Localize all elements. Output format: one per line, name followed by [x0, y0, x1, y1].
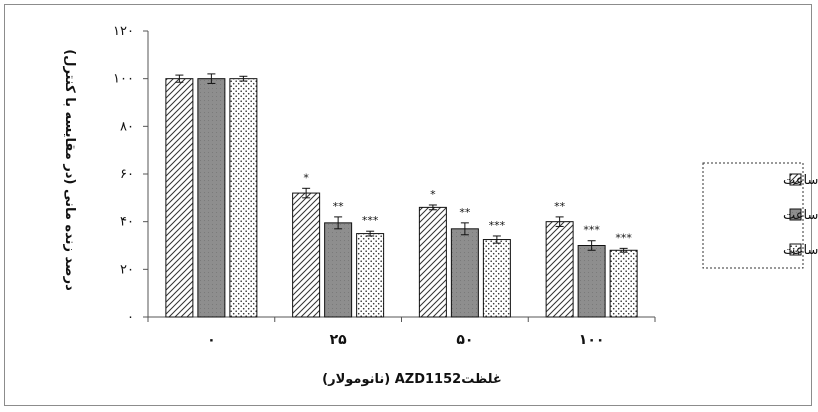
y-tick-label: ۱۲۰ [113, 24, 134, 39]
legend-label: ۲۴ ساعت [783, 173, 818, 188]
bar [324, 222, 353, 318]
legend-box [702, 162, 804, 269]
bar [292, 192, 321, 318]
x-tick-label: ۰ [207, 332, 216, 348]
significance-label: *** [583, 224, 600, 237]
y-tick-label: ۰ [127, 310, 134, 325]
bar [197, 78, 226, 318]
significance-label: ** [459, 206, 471, 219]
y-tick-label: ۴۰ [120, 215, 134, 230]
significance-label: *** [489, 219, 506, 232]
bar [609, 249, 638, 318]
x-tick-label: ۲۵ [330, 332, 348, 348]
y-tick-label: ۱۰۰ [113, 72, 134, 87]
x-tick-label: ۱۰۰ [579, 332, 605, 348]
bar [545, 221, 574, 318]
significance-label: * [303, 171, 309, 184]
significance-label: ** [554, 200, 566, 213]
y-axis-label: درصد زنده مانی (در مقایسه با کنترل) [62, 49, 77, 291]
significance-label: *** [615, 231, 632, 244]
bar [356, 233, 385, 318]
legend: ۲۴ ساعت ۴۸ساعت ۷۲ ساعت [702, 162, 818, 269]
significance-label: * [430, 188, 436, 201]
significance-label: ** [333, 200, 345, 213]
legend-swatch [789, 243, 802, 256]
legend-label: ۷۲ ساعت [783, 243, 818, 258]
y-tick-label: ۸۰ [120, 119, 134, 134]
bar [418, 206, 447, 318]
legend-swatch [789, 208, 802, 221]
significance-label: *** [362, 214, 379, 227]
bar [165, 78, 194, 318]
legend-swatch [789, 173, 802, 186]
bar [577, 245, 606, 318]
chart-frame [4, 4, 812, 406]
bars: ******************** [165, 73, 638, 318]
bar [450, 228, 479, 318]
x-axis-label: غلظتAZD1152 (نانومولار) [322, 372, 502, 387]
y-tick-label: ۶۰ [120, 167, 134, 182]
bar [482, 239, 511, 318]
axis-labels: غلظتAZD1152 (نانومولار) درصد زنده مانی (… [62, 49, 502, 387]
bar [229, 78, 258, 318]
legend-label: ۴۸ساعت [783, 208, 818, 223]
x-tick-label: ۵۰ [456, 332, 473, 348]
y-tick-label: ۲۰ [120, 262, 134, 277]
